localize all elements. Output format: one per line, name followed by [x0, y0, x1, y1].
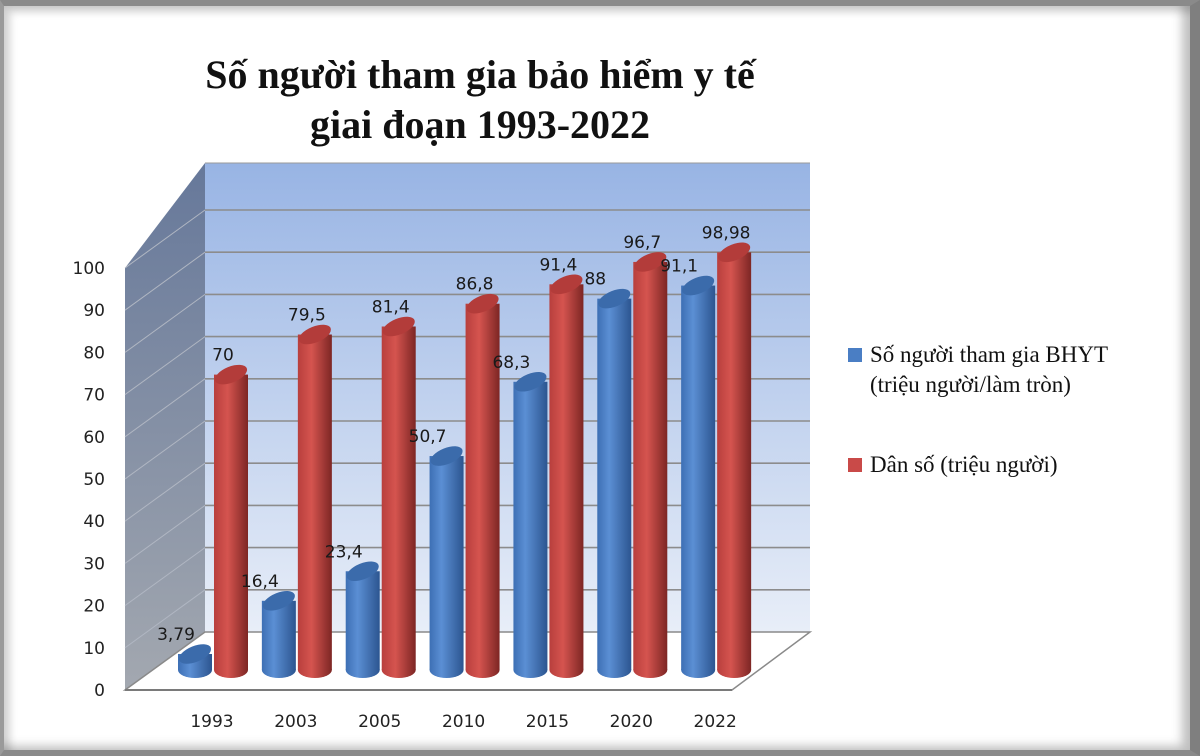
data-label: 79,5	[288, 306, 326, 326]
x-tick-label: 2020	[610, 712, 653, 732]
side-gridline	[124, 547, 206, 607]
legend-swatch-blue	[848, 348, 862, 362]
bar-bhyt	[178, 644, 212, 678]
side-gridline	[124, 589, 206, 649]
bar-population	[297, 324, 332, 678]
data-label: 96,7	[623, 233, 661, 253]
bar-population	[717, 242, 752, 678]
bar-bhyt	[261, 591, 296, 678]
bar-bhyt	[597, 288, 632, 678]
data-label: 23,4	[325, 542, 363, 562]
data-label: 98,98	[702, 223, 751, 243]
data-label: 16,4	[241, 572, 279, 592]
bar-bhyt	[513, 371, 548, 678]
bar-population	[549, 274, 584, 678]
legend-label-population: Dân số (triệu người)	[870, 452, 1058, 477]
chart-title-line1: Số người tham gia bảo hiểm y tế	[205, 52, 755, 97]
y-tick-label: 10	[83, 639, 105, 659]
legend-swatch-red	[848, 458, 862, 472]
bar-population	[214, 364, 248, 678]
side-gridline	[124, 209, 206, 269]
side-gridline	[124, 293, 206, 353]
y-tick-label: 80	[83, 343, 105, 363]
side-gridline	[124, 462, 206, 522]
y-tick-label: 0	[94, 681, 105, 701]
data-label: 81,4	[372, 297, 410, 317]
x-tick-label: 1993	[190, 712, 233, 732]
legend-label-bhyt-line1: Số người tham gia BHYT	[870, 342, 1109, 367]
side-gridline	[124, 336, 206, 396]
side-wall	[125, 163, 205, 690]
data-label: 50,7	[409, 427, 447, 447]
chart-title: Số người tham gia bảo hiểm y tế giai đoạ…	[140, 50, 820, 150]
legend-item-bhyt: Số người tham gia BHYT (triệu người/làm …	[848, 340, 1188, 400]
x-tick-label: 2010	[442, 712, 485, 732]
bar-population	[465, 293, 500, 678]
chart-title-line2: giai đoạn 1993-2022	[309, 102, 651, 147]
y-tick-label: 70	[83, 386, 105, 406]
chart-legend: Số người tham gia BHYT (triệu người/làm …	[848, 340, 1188, 480]
y-tick-label: 60	[83, 428, 105, 448]
legend-label-bhyt-line2: (triệu người/làm tròn)	[870, 372, 1071, 397]
data-label: 91,1	[660, 257, 698, 277]
side-gridline	[124, 420, 206, 480]
bar-bhyt	[345, 561, 380, 678]
y-tick-label: 30	[83, 554, 105, 574]
side-gridline	[124, 378, 206, 438]
bar-bhyt	[429, 446, 464, 678]
side-gridline	[124, 504, 206, 564]
x-tick-label: 2005	[358, 712, 401, 732]
bar-population	[633, 252, 668, 678]
x-tick-label: 2003	[274, 712, 317, 732]
legend-item-population: Dân số (triệu người)	[848, 450, 1188, 480]
bar-population	[381, 316, 416, 678]
data-label: 86,8	[456, 275, 494, 295]
x-tick-label: 2015	[526, 712, 569, 732]
side-gridline	[124, 251, 206, 311]
data-label: 91,4	[539, 255, 577, 275]
data-label: 70	[212, 346, 234, 366]
data-label: 88	[584, 270, 606, 290]
y-tick-label: 20	[83, 597, 105, 617]
y-tick-label: 50	[83, 470, 105, 490]
bar-bhyt	[681, 275, 716, 678]
data-label: 68,3	[492, 353, 530, 373]
y-tick-label: 90	[83, 301, 105, 321]
data-label: 3,79	[157, 625, 195, 645]
x-tick-label: 2022	[694, 712, 737, 732]
y-tick-label: 100	[73, 259, 105, 279]
y-tick-label: 40	[83, 512, 105, 532]
